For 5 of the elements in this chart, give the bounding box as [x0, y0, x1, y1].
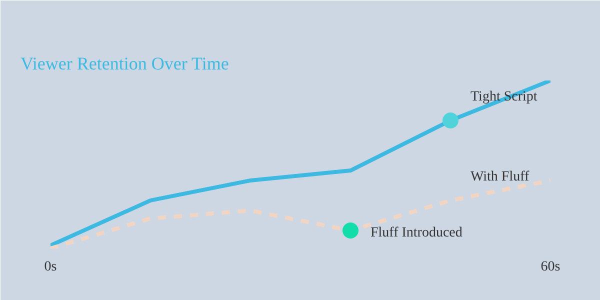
x-tick-label: 0s — [44, 260, 57, 274]
series-label: With Fluff — [470, 169, 530, 184]
annotation: Fluff Introduced — [370, 226, 462, 241]
x-tick-label: 60s — [540, 260, 560, 274]
chart-title: Viewer Retention Over Time — [20, 54, 229, 74]
